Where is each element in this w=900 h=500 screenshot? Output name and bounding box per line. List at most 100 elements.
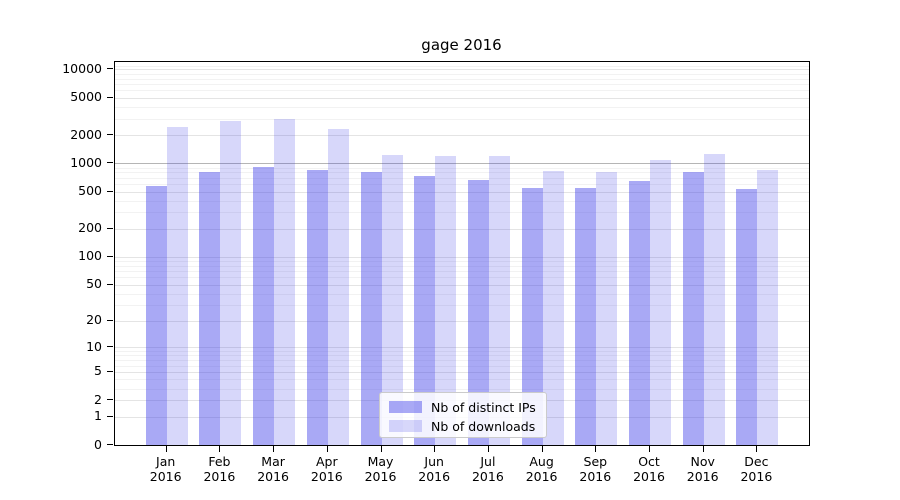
bar-distinct-ips-may [360,172,382,445]
y-tick-label: 200 [78,220,102,236]
bar-downloads-feb [220,121,242,445]
y-tick-label: 1 [94,407,102,423]
minor-gridline [115,277,809,279]
bar-distinct-ips-mar [253,166,275,445]
x-tick-label: Jun 2016 [418,454,451,484]
minor-gridline [115,351,809,353]
x-tick-label: Jan 2016 [149,454,182,484]
major-gridline [115,256,809,258]
bar-downloads-jul [488,155,510,445]
y-tick-mark [107,96,113,98]
major-gridline [115,347,809,349]
major-gridline [115,135,809,136]
minor-gridline [115,84,809,85]
minor-gridline [115,360,809,362]
bar-distinct-ips-aug [521,188,543,445]
major-gridline [115,228,809,230]
y-tick-mark [107,370,113,372]
minor-gridline [115,379,809,381]
major-gridline [115,163,809,165]
major-gridline [115,284,809,286]
minor-gridline [115,172,809,174]
bar-downloads-nov [703,154,725,445]
legend-swatch-distinct-ips [389,401,422,413]
bar-distinct-ips-jun [414,176,436,445]
y-tick-label: 2 [94,391,102,407]
x-tick-label: Sep 2016 [579,454,612,484]
minor-gridline [115,212,809,214]
legend-swatch-downloads [389,420,422,432]
major-gridline [115,371,809,373]
y-tick-mark [107,415,113,417]
bar-downloads-may [381,154,403,445]
x-tick-mark [649,446,650,452]
x-tick-label: Feb 2016 [203,454,236,484]
minor-gridline [115,200,809,202]
bar-distinct-ips-sep [575,188,597,445]
x-tick-label: May 2016 [364,454,397,484]
x-tick-label: Apr 2016 [310,454,343,484]
y-tick-mark [107,319,113,321]
x-tick-mark [541,446,543,452]
legend-item-downloads: Nb of downloads [389,418,546,434]
minor-gridline [115,355,809,357]
legend-item-distinct-ips: Nb of distinct IPs [389,399,546,415]
y-tick-mark [107,227,113,229]
y-tick-label: 500 [78,182,102,198]
y-tick-label: 5 [94,363,102,379]
minor-gridline [115,265,809,267]
bar-distinct-ips-jan [145,186,167,445]
bar-downloads-apr [327,129,349,445]
minor-gridline [115,271,809,273]
y-tick-mark [107,134,113,135]
x-tick-mark [434,446,436,452]
bar-distinct-ips-feb [199,171,221,445]
y-tick-label: 10 [86,338,102,354]
minor-gridline [115,388,809,390]
minor-gridline [115,305,809,306]
x-tick-mark [326,446,328,452]
x-tick-label: Mar 2016 [257,454,289,484]
x-tick-label: Jul 2016 [471,454,504,484]
minor-gridline [115,177,809,179]
chart-title: gage 2016 [421,36,502,54]
minor-gridline [115,65,809,67]
x-tick-mark [219,446,221,452]
bar-downloads-dec [757,169,779,445]
y-tick-mark [107,68,113,70]
minor-gridline [115,73,809,75]
y-tick-label: 50 [86,275,102,291]
y-tick-label: 1000 [70,154,102,170]
major-gridline [115,97,809,99]
y-tick-mark [107,162,113,164]
x-tick-mark [595,446,597,452]
x-tick-mark [756,446,758,452]
bar-distinct-ips-nov [682,171,704,445]
y-tick-label: 100 [78,248,102,264]
bar-downloads-aug [542,170,564,445]
y-tick-mark [107,346,113,348]
major-gridline [115,320,809,322]
minor-gridline [115,118,809,120]
minor-gridline [115,365,809,367]
bar-downloads-sep [596,171,618,445]
x-tick-label: Nov 2016 [686,454,719,484]
y-tick-mark [107,255,113,257]
bar-downloads-oct [650,159,671,445]
bar-downloads-mar [274,119,296,445]
y-tick-label: 20 [86,312,102,328]
minor-gridline [115,90,809,92]
y-tick-label: 10000 [62,60,102,76]
y-tick-mark [107,283,113,285]
x-tick-mark [165,446,167,452]
minor-gridline [115,184,809,186]
y-tick-mark [107,190,113,192]
x-tick-label: Dec 2016 [740,454,773,484]
x-tick-mark [273,446,275,452]
minor-gridline [115,293,809,295]
legend-label-distinct-ips: Nb of distinct IPs [431,399,536,415]
minor-gridline [115,78,809,80]
minor-gridline [115,106,809,108]
major-gridline [115,69,809,71]
